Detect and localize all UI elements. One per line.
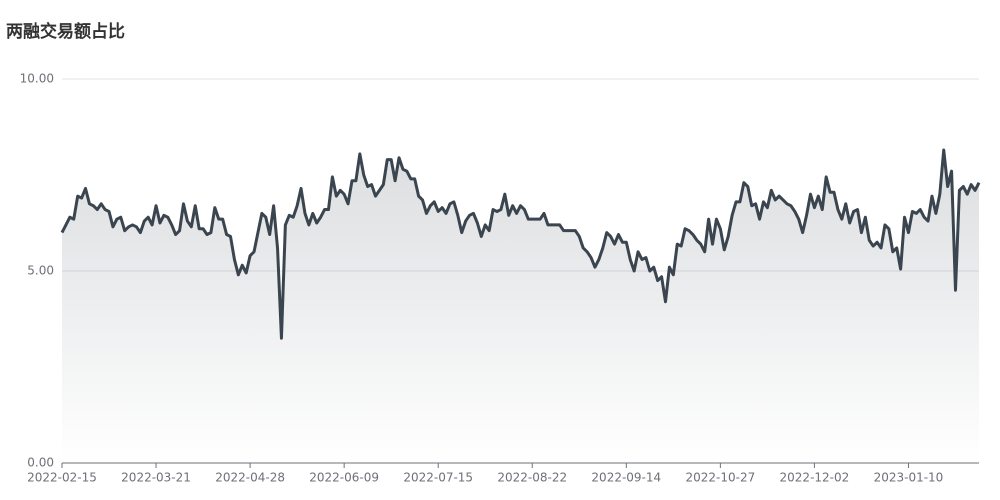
x-tick-label: 2022-02-15 [27, 471, 97, 485]
y-tick-label: 5.00 [27, 264, 54, 278]
x-tick-label: 2022-10-27 [685, 471, 755, 485]
x-tick-label: 2022-04-28 [215, 471, 285, 485]
line [60, 148, 981, 340]
x-tick-label: 2022-03-21 [121, 471, 191, 485]
x-tick-label: 2022-07-15 [403, 471, 473, 485]
x-tick-label: 2022-12-02 [780, 471, 850, 485]
y-tick-label: 10.00 [20, 72, 54, 86]
x-tick-label: 2022-08-22 [497, 471, 567, 485]
area [62, 150, 979, 464]
x-tick-label: 2022-06-09 [309, 471, 379, 485]
x-tick-label: 2023-01-10 [874, 471, 944, 485]
y-tick-label: 0.00 [27, 456, 54, 470]
chart-title: 两融交易额占比 [6, 21, 125, 42]
x-tick-label: 2022-09-14 [591, 471, 661, 485]
